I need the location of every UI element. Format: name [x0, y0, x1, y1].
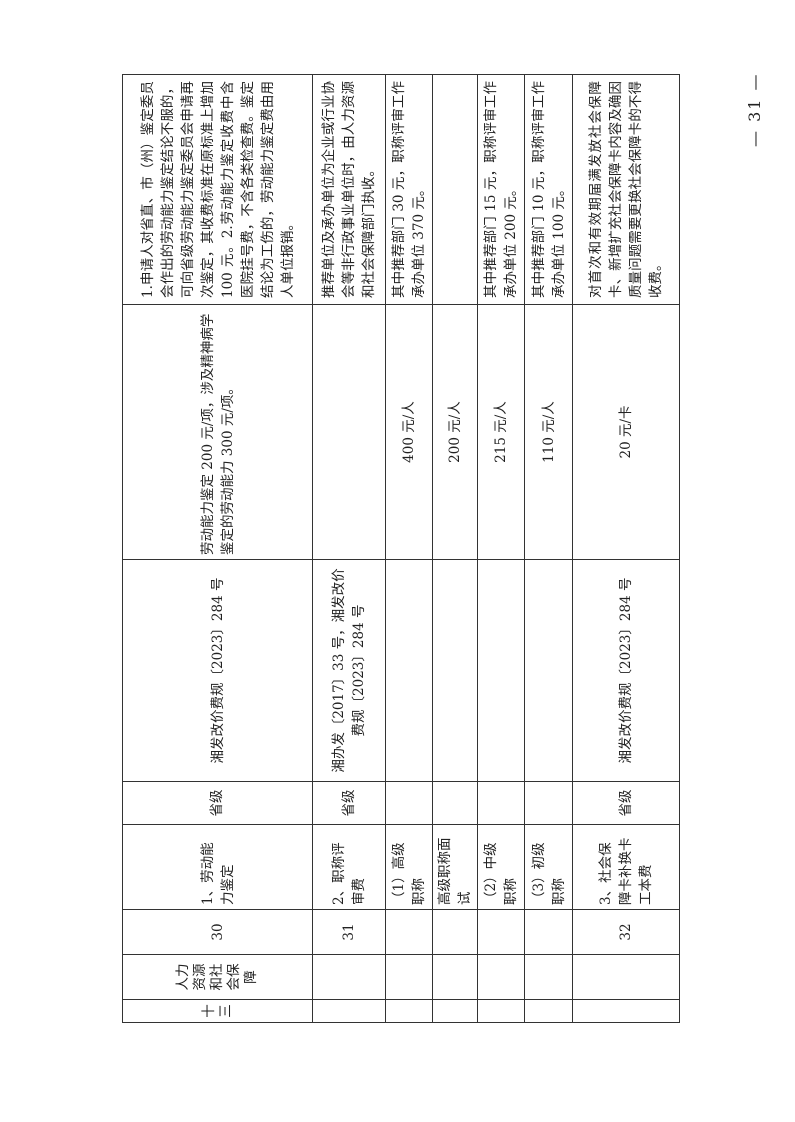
number-cell: [477, 909, 525, 955]
number-cell: [385, 909, 433, 955]
basis-cell: 湘发改价费规〔2023〕284 号: [572, 559, 680, 782]
number-cell: [432, 909, 478, 955]
section-cell: [524, 999, 573, 1023]
item-cell: 2、职称评审费: [312, 824, 386, 910]
remark-cell: 对首次和有效期届满发放社会保障卡、新增扩充社会保障卡内容及确因质量问题需要更换社…: [572, 74, 680, 305]
item-cell: （2）中级职称: [477, 824, 525, 910]
standard-cell: 劳动能力鉴定 200 元/项，涉及精神病学鉴定的劳动能力 300 元/项。: [122, 304, 313, 560]
table-row: 31 2、职称评审费 省级 湘办发〔2017〕33 号，湘发改价费规〔2023〕284…: [312, 74, 386, 1023]
number-cell: 32: [572, 909, 680, 955]
item-cell: （1）高级职称: [385, 824, 433, 910]
table-row: 十三 人力资源和社会保障 30 1、劳动能力鉴定 省级 湘发改价费规〔2023〕284 号…: [122, 74, 313, 1023]
section-cell: [477, 999, 525, 1023]
basis-cell: 湘发改价费规〔2023〕284 号: [122, 559, 313, 782]
item-cell: 高级职称面试: [432, 824, 478, 910]
table-row: （3）初级职称 110 元/人 其中推荐部门 10 元，职称评审工作承办单位 100…: [524, 74, 573, 1023]
number-cell: 30: [122, 909, 313, 955]
department-cell: [524, 954, 573, 1000]
fee-table: 十三 人力资源和社会保障 30 1、劳动能力鉴定 省级 湘发改价费规〔2023〕284 号…: [122, 74, 680, 1023]
number-cell: [524, 909, 573, 955]
remark-cell: 1.申请人对省直、市（州）鉴定委员会作出的劳动能力鉴定结论不服的，可向省级劳动能…: [122, 74, 313, 305]
standard-cell: [312, 304, 386, 560]
table-row: 高级职称面试 200 元/人: [432, 74, 478, 1023]
table-row: （1）高级职称 400 元/人 其中推荐部门 30 元，职称评审工作承办单位 370…: [385, 74, 433, 1023]
basis-cell: [524, 559, 573, 782]
basis-cell: 湘办发〔2017〕33 号，湘发改价费规〔2023〕284 号: [312, 559, 386, 782]
item-cell: 1、劳动能力鉴定: [122, 824, 313, 910]
section-cell: [432, 999, 478, 1023]
level-cell: [524, 781, 573, 825]
department-cell: [312, 954, 386, 1000]
department-cell: [385, 954, 433, 1000]
item-cell: 3、社会保障卡补换卡工本费: [572, 824, 680, 910]
remark-cell: [432, 74, 478, 305]
level-cell: 省级: [572, 781, 680, 825]
section-cell: [572, 999, 680, 1023]
department-cell: 人力资源和社会保障: [122, 954, 313, 1000]
table-row: 32 3、社会保障卡补换卡工本费 省级 湘发改价费规〔2023〕284 号 20 元/卡…: [572, 74, 680, 1023]
section-cell: [312, 999, 386, 1023]
section-cell: [385, 999, 433, 1023]
remark-cell: 其中推荐部门 10 元，职称评审工作承办单位 100 元。: [524, 74, 573, 305]
section-cell: 十三: [122, 999, 313, 1023]
remark-cell: 其中推荐部门 15 元，职称评审工作承办单位 200 元。: [477, 74, 525, 305]
standard-cell: 20 元/卡: [572, 304, 680, 560]
item-cell: （3）初级职称: [524, 824, 573, 910]
level-cell: 省级: [312, 781, 386, 825]
department-cell: [432, 954, 478, 1000]
department-cell: [572, 954, 680, 1000]
number-cell: 31: [312, 909, 386, 955]
standard-cell: 400 元/人: [385, 304, 433, 560]
standard-cell: 215 元/人: [477, 304, 525, 560]
remark-cell: 其中推荐部门 30 元，职称评审工作承办单位 370 元。: [385, 74, 433, 305]
level-cell: [477, 781, 525, 825]
level-cell: [385, 781, 433, 825]
basis-cell: [385, 559, 433, 782]
level-cell: 省级: [122, 781, 313, 825]
standard-cell: 110 元/人: [524, 304, 573, 560]
table-row: （2）中级职称 215 元/人 其中推荐部门 15 元，职称评审工作承办单位 200…: [477, 74, 525, 1023]
basis-cell: [432, 559, 478, 782]
remark-cell: 推荐单位及承办单位为企业或行业协会等非行政事业单位时，由人力资源和社会保障部门执…: [312, 74, 386, 305]
standard-cell: 200 元/人: [432, 304, 478, 560]
level-cell: [432, 781, 478, 825]
department-cell: [477, 954, 525, 1000]
basis-cell: [477, 559, 525, 782]
page-number: — 31 —: [745, 72, 764, 147]
